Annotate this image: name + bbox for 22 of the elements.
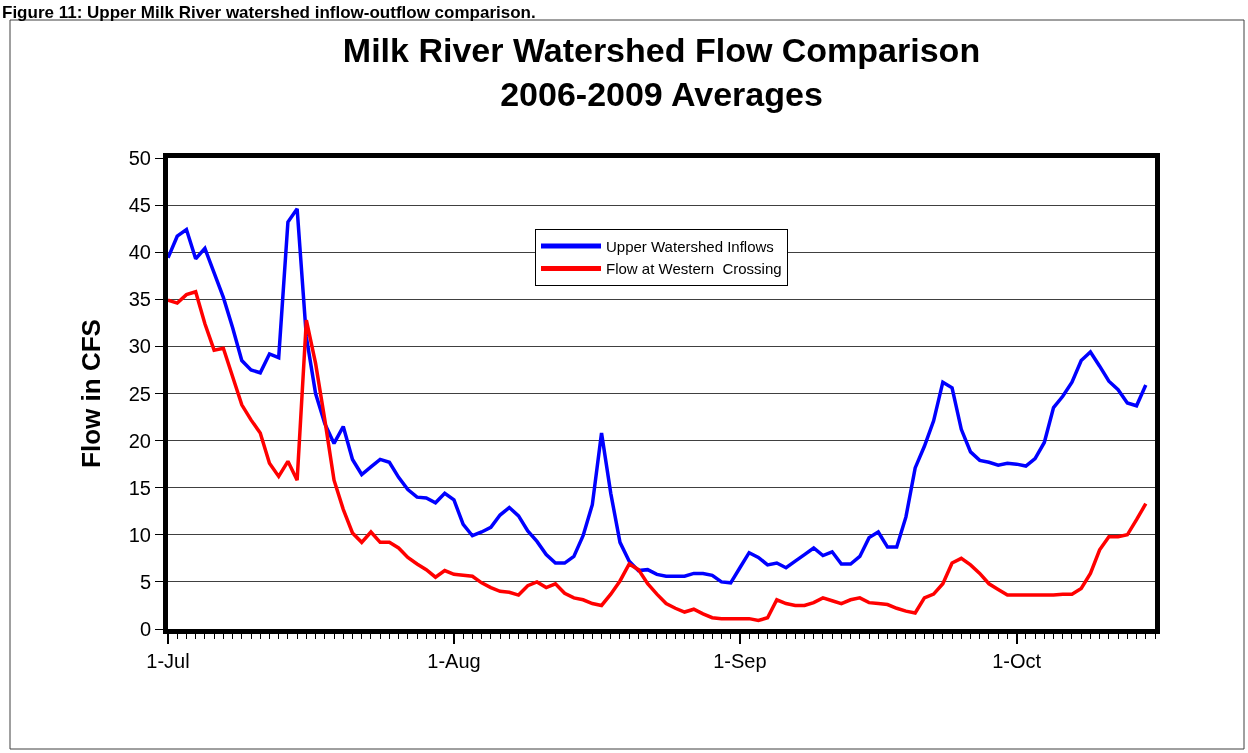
y-tick-label: 0 — [139, 618, 151, 640]
y-tick-label: 35 — [128, 288, 151, 311]
y-tick-label: 30 — [128, 335, 151, 358]
y-tick-label: 45 — [128, 194, 151, 217]
y-tick-label: 40 — [128, 241, 151, 264]
y-tick-label: 20 — [128, 429, 151, 452]
y-tick-label: 50 — [128, 147, 151, 169]
y-tick-label: 10 — [128, 523, 151, 546]
y-tick-label: 15 — [128, 476, 151, 499]
chart-title: Milk River Watershed Flow Comparison 2006-2009 Averages — [342, 31, 981, 114]
x-tick-label: 1-Oct — [992, 650, 1042, 672]
caption: Figure 11: Upper Milk River watershed inflow-outflow comparison. — [2, 3, 536, 22]
y-tick-label: 5 — [139, 570, 151, 593]
x-tick-label: 1-Sep — [713, 650, 767, 672]
legend-label: Flow at Western Crossing — [606, 260, 782, 278]
x-tick-label: 1-Aug — [427, 650, 481, 672]
legend-label: Upper Watershed Inflows — [606, 237, 774, 255]
line-series — [168, 207, 1148, 585]
line-series — [168, 290, 1148, 623]
y-tick-label: 25 — [128, 382, 151, 405]
x-tick-label: 1-Jul — [146, 650, 190, 672]
y-axis-title: Flow in CFS — [76, 319, 107, 468]
